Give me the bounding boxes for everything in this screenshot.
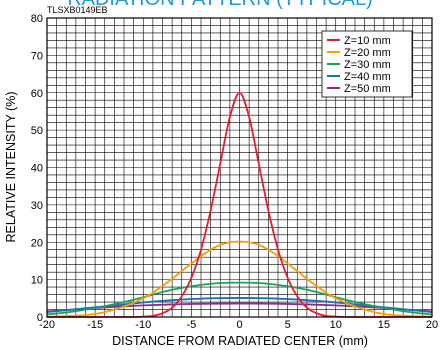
x-tick-label: 10 [330,319,342,331]
figure-code: TLSXB0149EB [47,5,108,15]
series-line-1 [46,91,433,318]
y-tick-label: 50 [31,125,43,137]
x-tick-label: 5 [285,319,291,331]
plot-frame [46,17,433,318]
x-tick-label: -10 [135,319,151,331]
legend-label: Z=20 mm [344,47,391,59]
y-tick-label: 60 [31,88,43,100]
legend-label: Z=40 mm [344,71,391,83]
x-tick-label: -15 [87,319,103,331]
series-line-2 [46,240,433,318]
x-tick-label: 15 [378,319,390,331]
series-line-3 [46,281,433,316]
y-tick-label: 30 [31,200,43,212]
y-tick-label: 20 [31,237,43,249]
y-tick-label: 10 [31,275,43,287]
y-axis-title: RELATIVE INTENSITY (%) [4,92,18,243]
tick-labels: -20 -15 -10 -5 0 5 10 15 20 0 10 20 30 40 50 60 70 80 [31,13,438,331]
y-tick-label: 40 [31,163,43,175]
x-tick-label: -20 [39,319,55,331]
y-tick-label: 80 [31,13,43,25]
x-tick-label: 20 [426,319,438,331]
y-tick-label: 0 [37,312,43,324]
series-line-5 [46,302,433,313]
legend-label: Z=30 mm [344,59,391,71]
series-lines [46,91,433,318]
legend-label: Z=50 mm [344,83,391,95]
x-tick-label: 0 [236,319,242,331]
legend: Z=10 mmZ=20 mmZ=30 mmZ=40 mmZ=50 mm [321,30,413,98]
chart-title-fragment: RADIATION PATTERN (TYPICAL) [67,0,373,10]
y-tick-label: 70 [31,50,43,62]
x-axis-title: DISTANCE FROM RADIATED CENTER (mm) [112,334,368,348]
legend-label: Z=10 mm [344,35,391,47]
x-tick-label: -5 [186,319,196,331]
grid [47,18,432,317]
series-line-4 [46,297,433,314]
